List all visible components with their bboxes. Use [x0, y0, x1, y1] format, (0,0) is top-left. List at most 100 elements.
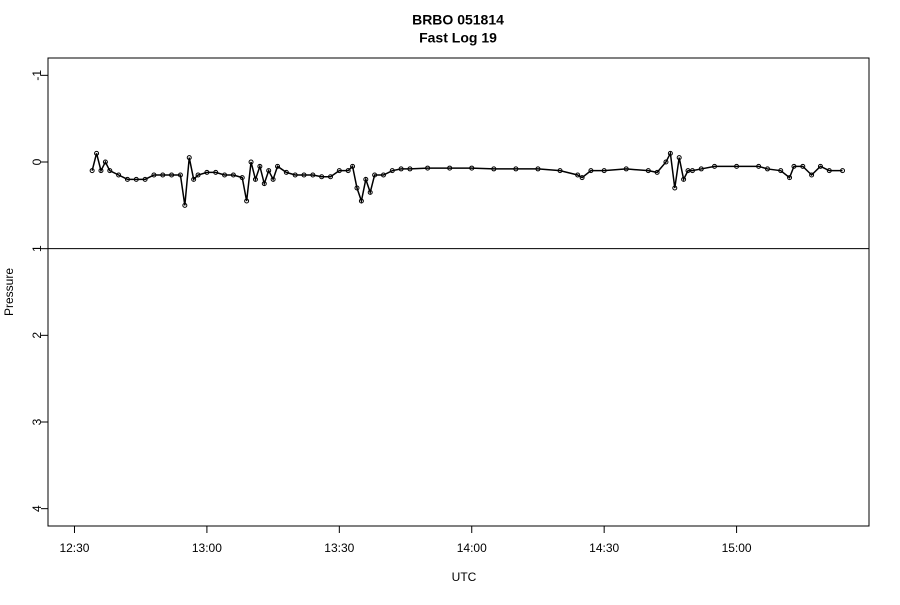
data-point [283, 169, 289, 175]
data-point [116, 172, 122, 178]
x-axis-label: UTC [452, 570, 477, 584]
data-point [358, 198, 364, 204]
data-point [787, 175, 793, 181]
data-point [676, 155, 682, 161]
data-point [791, 163, 797, 169]
data-point [663, 159, 669, 165]
data-point [623, 166, 629, 172]
data-point [363, 176, 369, 182]
data-point [244, 198, 250, 204]
data-point [266, 168, 272, 174]
data-point [425, 165, 431, 171]
x-tick-label: 15:00 [722, 541, 752, 555]
data-point [336, 168, 342, 174]
data-point [645, 168, 651, 174]
y-axis-label: Pressure [2, 268, 16, 316]
data-point [800, 163, 806, 169]
data-point [513, 166, 519, 172]
data-point [575, 172, 581, 178]
data-point [292, 172, 298, 178]
y-tick-label: 3 [30, 418, 44, 425]
y-tick-label: 4 [30, 505, 44, 512]
data-point [107, 168, 113, 174]
data-point [142, 176, 148, 182]
data-point [672, 185, 678, 191]
x-tick-label: 14:30 [589, 541, 619, 555]
data-point [102, 159, 108, 165]
data-point [177, 172, 183, 178]
data-point [407, 166, 413, 172]
x-tick-label: 13:00 [192, 541, 222, 555]
data-point [195, 172, 201, 178]
data-point [248, 159, 254, 165]
data-point [252, 176, 258, 182]
x-tick-label: 13:30 [324, 541, 354, 555]
data-point [764, 166, 770, 172]
data-point [98, 168, 104, 174]
data-point [182, 202, 188, 208]
data-point [345, 168, 351, 174]
data-point [380, 172, 386, 178]
data-point [186, 155, 192, 161]
data-point [213, 169, 219, 175]
data-point [535, 166, 541, 172]
data-point [778, 168, 784, 174]
data-point [239, 175, 245, 181]
data-point [491, 166, 497, 172]
data-point [681, 176, 687, 182]
x-tick-label: 14:00 [457, 541, 487, 555]
data-point [319, 174, 325, 180]
data-point [94, 150, 100, 156]
data-point [601, 168, 607, 174]
data-point [257, 163, 263, 169]
data-point [204, 169, 210, 175]
data-point [169, 172, 175, 178]
chart-subtitle: Fast Log 19 [419, 30, 497, 46]
data-point [354, 185, 360, 191]
data-point [689, 168, 695, 174]
data-point [310, 172, 316, 178]
x-tick-label: 12:30 [59, 541, 89, 555]
data-point [698, 166, 704, 172]
data-point [588, 168, 594, 174]
data-point [372, 172, 378, 178]
data-point [261, 181, 267, 187]
data-point [840, 168, 846, 174]
data-point [826, 168, 832, 174]
data-point [654, 169, 660, 175]
data-point [151, 172, 157, 178]
data-point [133, 176, 139, 182]
data-point [222, 172, 228, 178]
data-point [270, 176, 276, 182]
y-tick-label: 1 [30, 245, 44, 252]
y-tick-label: 2 [30, 332, 44, 339]
chart-title: BRBO 051814 [412, 12, 504, 28]
y-tick-label: -1 [30, 70, 44, 81]
data-point [557, 168, 563, 174]
data-point [367, 189, 373, 195]
data-point [712, 163, 718, 169]
data-point [124, 176, 130, 182]
data-point [389, 168, 395, 174]
data-point [469, 165, 475, 171]
data-point [734, 163, 740, 169]
data-point [327, 174, 333, 180]
plot-frame [47, 57, 870, 527]
y-tick-label: 0 [30, 158, 44, 165]
data-point [756, 163, 762, 169]
data-point [191, 176, 197, 182]
data-point [89, 168, 95, 174]
data-point [350, 163, 356, 169]
data-point [809, 172, 815, 178]
data-point [230, 172, 236, 178]
series-line [91, 150, 843, 206]
data-point [398, 166, 404, 172]
data-point [160, 172, 166, 178]
data-point [275, 163, 281, 169]
data-point [579, 175, 585, 181]
data-point [447, 165, 453, 171]
data-point [817, 163, 823, 169]
data-point [301, 172, 307, 178]
data-point [667, 150, 673, 156]
